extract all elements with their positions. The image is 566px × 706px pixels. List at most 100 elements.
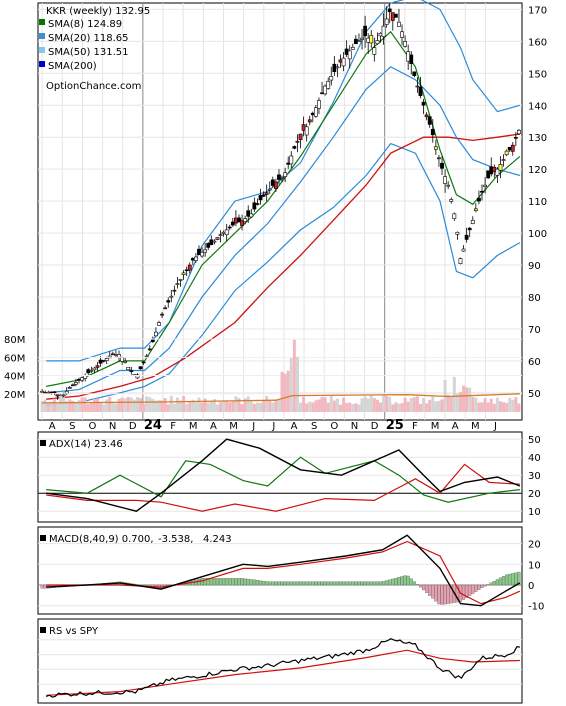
- volume-tick-label: 20M: [4, 390, 25, 401]
- candle-body: [55, 393, 60, 397]
- macd-histogram-bar: [428, 584, 432, 596]
- macd-histogram-bar: [311, 581, 315, 586]
- candle-body: [323, 85, 328, 95]
- volume-bar: [200, 402, 204, 412]
- volume-bar: [366, 398, 370, 412]
- macd-histogram-bar: [323, 581, 327, 586]
- macd-histogram-bar: [326, 581, 330, 586]
- price-tick-label: 80: [528, 293, 541, 304]
- volume-bar: [219, 402, 223, 412]
- macd-histogram-bar: [265, 581, 269, 586]
- volume-tick-label: 60M: [4, 353, 25, 364]
- macd-histogram-bar: [271, 581, 275, 586]
- candle-body: [178, 279, 183, 281]
- price-tick-label: 150: [528, 69, 547, 80]
- candle-body: [440, 162, 444, 169]
- candle-body: [400, 31, 404, 38]
- volume-bar: [135, 397, 139, 412]
- candle-body: [70, 384, 75, 387]
- macd-histogram-bar: [215, 578, 219, 586]
- month-label: N: [351, 421, 358, 432]
- volume-bar: [117, 398, 121, 412]
- macd-histogram-bar: [283, 581, 287, 586]
- volume-bar: [480, 402, 484, 412]
- volume-bar: [206, 402, 210, 412]
- macd-histogram-bar: [351, 581, 355, 586]
- candle-body: [92, 367, 97, 371]
- macd-histogram-bar: [252, 579, 256, 586]
- macd-histogram-bar: [332, 581, 336, 586]
- volume-bar: [400, 403, 404, 412]
- volume-bar: [483, 398, 487, 412]
- macd-histogram-bar: [511, 573, 515, 586]
- macd-histogram-bar: [366, 581, 370, 586]
- volume-bar: [425, 403, 429, 412]
- volume-bar: [449, 396, 453, 412]
- candle-body: [237, 217, 241, 223]
- candle-body: [61, 394, 66, 397]
- candle-body: [332, 63, 337, 72]
- candle-body: [283, 172, 288, 177]
- candle-body: [344, 48, 349, 55]
- macd-histogram-bar: [243, 578, 247, 586]
- macd-histogram-bar: [517, 571, 521, 586]
- volume-bar: [326, 402, 330, 412]
- volume-bar: [92, 398, 96, 412]
- candle-body: [138, 366, 143, 370]
- candle-body: [387, 8, 392, 13]
- volume-bar: [151, 399, 155, 412]
- candle-body: [246, 210, 251, 217]
- candle-body: [363, 25, 368, 37]
- volume-bar: [486, 402, 490, 412]
- volume-bar: [271, 402, 275, 412]
- volume-bar: [462, 385, 466, 412]
- volume-bar: [415, 396, 419, 412]
- candle-body: [310, 112, 315, 116]
- candle-body: [172, 289, 177, 292]
- macd-histogram-bar: [314, 581, 318, 586]
- volume-bar: [495, 397, 499, 412]
- volume-bar: [474, 397, 478, 412]
- volume-bar: [360, 398, 364, 412]
- rs-panel-frame: [37, 618, 523, 704]
- volume-bar: [194, 402, 198, 412]
- candle-body: [320, 92, 324, 95]
- adx-tick-label: 10: [528, 507, 541, 518]
- month-label: M: [471, 421, 480, 432]
- volume-bar: [314, 400, 318, 412]
- candle-body: [347, 50, 352, 60]
- candle-body: [464, 234, 469, 240]
- macd-histogram-bar: [446, 584, 450, 604]
- volume-bar: [62, 397, 66, 412]
- volume-bar: [434, 401, 438, 412]
- volume-bar: [114, 403, 118, 412]
- macd-histogram-bar: [218, 578, 223, 586]
- bollinger-lower-line: [46, 142, 521, 407]
- macd-histogram-bar: [425, 584, 429, 593]
- volume-bar: [378, 402, 382, 412]
- candle-body: [194, 256, 198, 261]
- volume-bar: [412, 397, 416, 412]
- sma50-line: [46, 133, 520, 400]
- candle-body: [489, 166, 494, 175]
- candle-body: [473, 208, 478, 211]
- candle-body: [418, 86, 423, 96]
- macd-tick-label: -10: [528, 602, 544, 613]
- candle-body: [507, 146, 512, 151]
- macd-histogram-bar: [437, 584, 441, 605]
- macd-histogram-bar: [397, 577, 401, 586]
- candle-body: [486, 170, 491, 179]
- volume-bar: [505, 402, 509, 412]
- macd-histogram-bar: [255, 580, 259, 586]
- macd-histogram-bar: [286, 581, 290, 586]
- macd-histogram-bar: [455, 584, 459, 603]
- volume-bar: [86, 403, 90, 412]
- price-tick-label: 110: [528, 197, 547, 208]
- volume-bar: [468, 387, 472, 412]
- candle-body: [495, 168, 500, 176]
- volume-bar: [335, 398, 339, 412]
- candle-body: [200, 251, 204, 257]
- month-label: 24: [144, 418, 162, 433]
- macd-histogram-bar: [406, 575, 410, 586]
- volume-bar: [508, 397, 512, 412]
